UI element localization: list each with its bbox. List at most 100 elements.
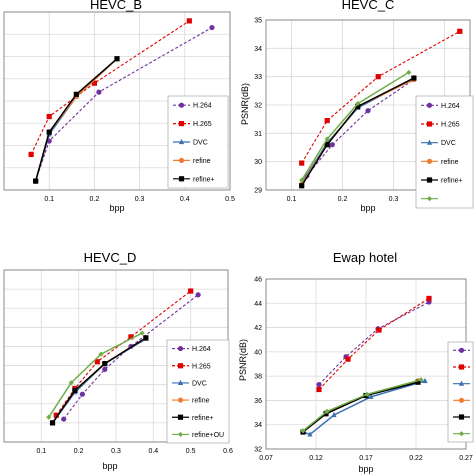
legend-label: refine+ — [193, 176, 215, 183]
legend-marker — [178, 138, 185, 145]
legend-marker — [426, 196, 433, 202]
legend-label: DVC — [192, 380, 207, 387]
legend-marker — [178, 176, 185, 182]
x-axis-label: bpp — [358, 464, 373, 474]
x-tick-label: 0.1 — [36, 448, 46, 455]
chart-title: Ewap hotel — [333, 250, 397, 265]
y-tick-label: 29 — [254, 188, 262, 195]
legend-marker — [177, 431, 184, 438]
x-tick-label: 0.17 — [359, 455, 373, 462]
data-point — [355, 103, 361, 110]
series-line-2 — [318, 297, 430, 390]
data-point — [299, 183, 305, 189]
x-tick-label: 0.3 — [389, 196, 399, 203]
data-point — [324, 142, 330, 148]
series-line-4 — [34, 58, 118, 182]
data-point — [94, 359, 100, 365]
data-point — [72, 387, 78, 393]
x-axis-label: bpp — [360, 203, 375, 213]
data-point — [139, 330, 145, 336]
data-point — [79, 391, 85, 397]
legend-marker — [458, 397, 465, 403]
y-tick-label: 36 — [254, 398, 262, 405]
data-point — [324, 117, 330, 124]
x-tick-label: 0.1 — [287, 196, 297, 203]
data-point — [376, 327, 382, 333]
series-line-4 — [301, 78, 415, 185]
data-point — [426, 295, 432, 302]
series-line-6 — [48, 332, 143, 418]
data-point — [209, 24, 215, 31]
legend-label: refine — [193, 158, 211, 165]
series-line-5 — [34, 58, 118, 182]
legend-marker — [426, 139, 433, 145]
x-tick-label: 0.4 — [148, 448, 158, 455]
data-point — [102, 366, 108, 372]
legend-label: H.265 — [192, 363, 211, 370]
x-tick-label: 0.3 — [135, 196, 145, 203]
chart-panel-2: HEVC_C0.10.20.30.429303132333435bppPSNR(… — [240, 0, 474, 213]
legend-marker — [177, 397, 184, 403]
x-tick-label: 0.5 — [186, 448, 196, 455]
y-tick-label: 38 — [254, 374, 262, 381]
y-axis-label: PSNR(dB) — [238, 339, 248, 381]
data-point — [457, 28, 463, 34]
data-point — [365, 108, 371, 114]
x-tick-label: 0.3 — [111, 448, 121, 455]
legend-label: H.265 — [441, 122, 460, 129]
legend: H.264 H.265 DVC refine refine+ refine+OU — [166, 339, 230, 444]
data-point — [411, 75, 417, 81]
chart-title: HEVC_B — [90, 0, 142, 12]
data-point — [355, 100, 361, 107]
series-line-1 — [318, 301, 430, 386]
data-point — [300, 428, 306, 434]
legend-marker — [458, 414, 465, 420]
series-line-3 — [51, 338, 147, 424]
y-axis-label: PSNR(dB) — [240, 83, 250, 125]
data-point — [375, 74, 381, 80]
x-tick-label: 0.6 — [223, 448, 233, 455]
legend-marker — [426, 121, 433, 127]
series-group — [28, 18, 215, 184]
legend-label: refine — [192, 398, 210, 405]
data-point — [33, 178, 39, 184]
legend — [447, 341, 474, 443]
x-tick-label: 0.2 — [338, 196, 348, 203]
data-point — [307, 431, 313, 437]
y-tick-label: 31 — [254, 131, 262, 138]
legend-marker — [177, 345, 184, 352]
x-tick-label: 0.2 — [90, 196, 100, 203]
data-point — [316, 386, 322, 393]
legend-box — [415, 95, 474, 209]
plot-frame — [3, 11, 231, 191]
data-point — [96, 89, 102, 95]
legend-label: H.264 — [192, 346, 211, 353]
data-point — [324, 408, 330, 414]
chart-title: HEVC_D — [84, 250, 137, 265]
x-tick-label: 0.4 — [180, 196, 190, 203]
data-point — [345, 356, 351, 362]
legend-box — [166, 339, 230, 444]
chart-panel-3: HEVC_D 0.1 0.2 0.3 0.4 0.5 0.6 bpp H.264 H.265 DVC… — [3, 250, 233, 471]
x-tick-label: 0.2 — [74, 448, 84, 455]
legend-label: refine+OU — [192, 432, 224, 439]
series-group — [300, 295, 432, 437]
data-point — [61, 416, 67, 422]
data-point — [102, 361, 108, 367]
legend: H.264 H.265 DVC refine refine+ — [415, 95, 474, 209]
data-point — [143, 335, 149, 341]
data-point — [418, 377, 424, 383]
series-line-4 — [51, 337, 147, 424]
legend: H.264 H.265 DVC refine refine+ — [167, 95, 229, 189]
data-point — [46, 129, 52, 135]
x-tick-label: 0.27 — [459, 455, 473, 462]
legend-marker — [426, 102, 433, 108]
x-tick-label: 0.22 — [409, 455, 423, 462]
legend-marker — [426, 158, 433, 164]
data-point — [299, 160, 305, 166]
y-tick-label: 42 — [254, 325, 262, 332]
x-axis-label: bpp — [109, 203, 124, 213]
legend-marker — [426, 177, 433, 183]
data-point — [28, 151, 34, 157]
